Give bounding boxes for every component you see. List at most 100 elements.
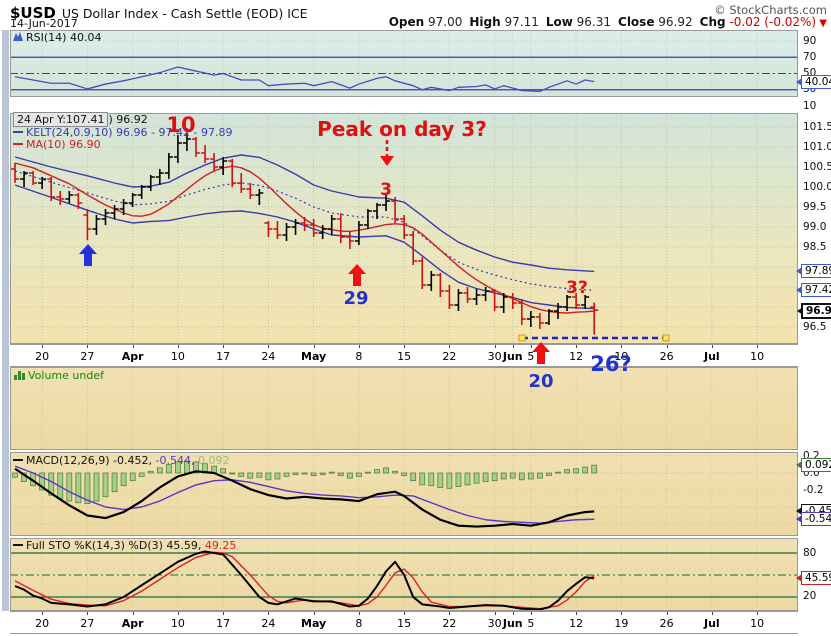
kelt-legend: KELT(24,0.9,10) 96.96 - 97.42 - 97.89 [13,126,232,139]
date-label: 5 [527,350,535,363]
rsi-legend: RSI(14) 40.04 [12,31,101,44]
date-tick [666,345,668,348]
date-tick [42,345,44,348]
change-down-icon: ▼ [816,18,827,29]
ohlc-bar [427,271,436,291]
main-value-box: 96.92 [796,303,831,320]
date-label: 24 [261,350,276,363]
date-tick [576,612,578,615]
date-tick [87,612,89,615]
rsi-value-box: 40.04 [795,74,831,89]
macd-histogram [582,466,589,474]
ohlc-bar [201,145,210,163]
macd-histogram [428,472,435,487]
ohlc-bar [192,137,200,157]
macd-histogram [138,472,145,477]
sto-axis-label: 80 [803,546,817,559]
ohlc-bar [219,157,228,175]
macd-histogram [546,472,552,476]
ohlc-bar [20,171,29,187]
main-axis-label: 98.5 [803,240,827,253]
ohlc-bar [354,221,363,245]
macd-histogram [129,472,136,482]
macd-histogram [292,472,299,476]
macd-histogram [509,472,516,479]
ohlc-bar [255,189,264,205]
date-label: 15 [397,617,412,630]
date-label: 19 [614,617,629,630]
date-tick [757,345,759,348]
ohlc-bar [29,171,38,185]
macd-histogram [75,472,82,504]
sto-panel [10,538,798,611]
ohlc-bar [74,193,83,209]
date-label: 27 [80,617,95,630]
volume-legend: Volume undef [13,369,104,382]
macd-histogram [455,472,462,488]
ohlc-bar [400,215,409,239]
date-tick [711,612,713,615]
rsi-axis-label: 10 [803,99,817,112]
ohlc-bar [472,289,481,305]
date-tick [449,612,451,615]
main-axis-label: 100.5 [803,160,831,173]
main-value-box: 97.89 [795,264,831,279]
value-box-text: 97.42 [805,284,831,297]
macd-histogram [102,472,109,498]
date-tick [268,345,270,348]
ohlc-bar [246,183,255,199]
ma10-line [14,162,595,314]
date-label: 8 [355,617,363,630]
quote-value: 97.11 [504,15,539,29]
legend-text: KELT(24,0.9,10) 96.96 - 97.42 - 97.89 [26,126,233,139]
ohlc-readout: Open 97.00 High 97.11 Low 96.31 Close 96.92… [382,15,827,29]
macd-panel [10,452,798,536]
main-panel [10,113,798,344]
macd-histogram [591,464,598,474]
date-label: 30 [487,350,502,363]
volume-plot [41,368,758,449]
ohlc-bar [309,219,318,237]
ohlc-bar [508,293,517,309]
macd-histogram [310,472,317,476]
macd-value-box: -0.544 [796,512,831,527]
quote-value: 97.00 [428,15,463,29]
macd-histogram [247,472,254,479]
value-box-text: 96.92 [806,305,831,318]
macd-histogram [328,471,335,474]
date-tick [494,345,496,348]
date-tick [223,345,225,348]
ohlc-bar [499,293,508,313]
macd-histogram [39,472,46,491]
ohlc-bar [47,177,56,201]
legend-text: 0.092 [194,454,230,467]
date-tick [757,612,759,615]
indicator-type-icon [13,32,23,41]
chart-left-margin [2,30,9,611]
date-label: 26 [659,350,674,363]
macd-histogram [174,461,181,474]
legend-swatch-icon [13,131,23,133]
date-label: 10 [170,617,185,630]
ohlc-bar [554,303,562,319]
macd-line [14,467,595,528]
ohlc-bar [210,153,219,171]
date-axis-1: 20 27 Apr 10 17 24 May 8 15 22 30 Jun 5 12 19 26 Jul 10 [10,344,798,367]
date-tick [404,612,406,615]
date-label: 10 [750,350,765,363]
macd-histogram [573,468,579,474]
macd-histogram [355,472,362,477]
sto-legend: Full STO %K(14,3) %D(3) 45.59, 49.25 [13,539,236,552]
ohlc-bar [436,273,445,297]
macd-histogram [220,468,227,474]
ohlc-bar [445,285,454,309]
macd-histogram [437,472,444,488]
macd-histogram [392,470,399,474]
macd-histogram [410,472,417,482]
value-box-text: -0.544 [805,513,831,526]
main-plot [11,114,797,343]
ohlc-bar [463,287,472,303]
date-label: 10 [170,350,185,363]
macd-histogram [147,470,154,474]
macd-histogram [283,472,290,477]
